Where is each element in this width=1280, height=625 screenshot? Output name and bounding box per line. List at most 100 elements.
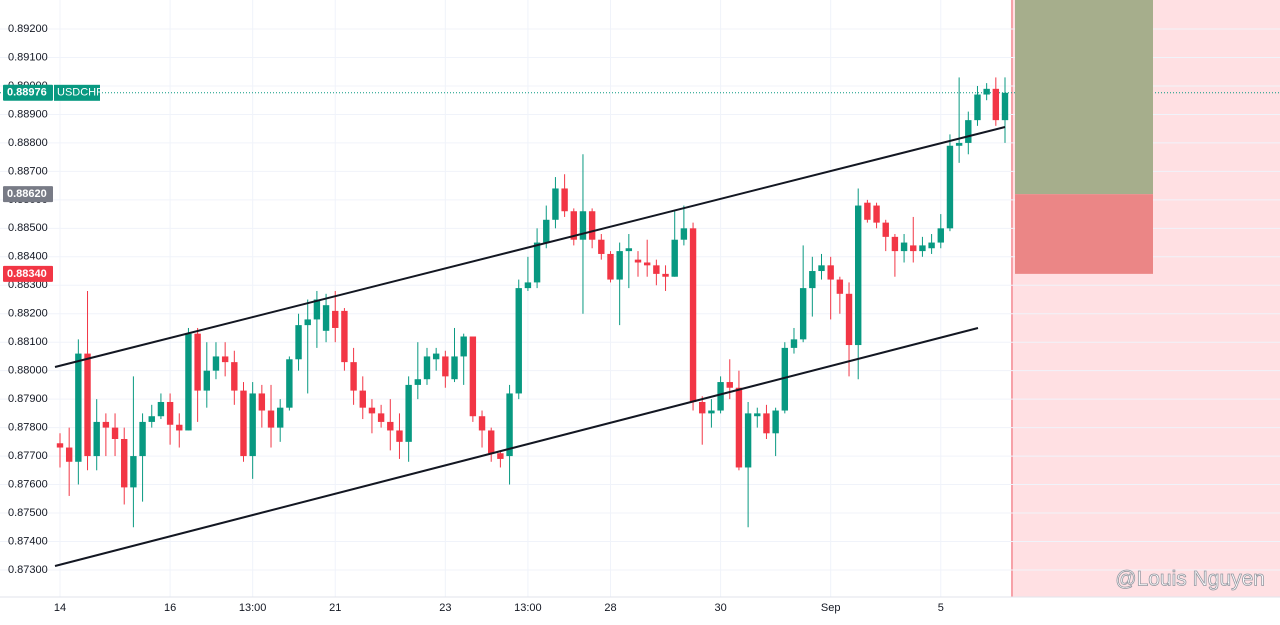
y-tick-label: 0.87500 [8,507,48,519]
candle-body [488,430,495,454]
y-tick-label: 0.89200 [8,23,48,35]
candle-body [790,339,798,348]
candle-body [359,390,366,408]
candle-body [928,242,935,249]
y-tick-label: 0.88900 [8,108,48,120]
price-tag [3,265,53,282]
candle-body [543,219,550,243]
candle-body [836,279,844,294]
candle-body [231,362,238,391]
x-tick-label: 5 [938,602,944,614]
candle-body [1001,92,1009,121]
candle-body [827,265,834,280]
candle-body [176,424,183,431]
candle-body [873,205,880,223]
candle-body [983,88,990,95]
candle-body [240,390,247,457]
candle-body [910,245,917,252]
candle-body [643,262,651,266]
candle-body [148,416,155,422]
candle-body [423,356,431,380]
candle-body [276,407,284,428]
candle-body [102,421,110,428]
candle-body [166,401,174,425]
candle-body [974,94,981,121]
y-tick-label: 0.87300 [8,564,48,576]
candle-body [203,370,210,391]
x-tick-label: 30 [714,602,726,614]
x-tick-label: 13:00 [239,602,267,614]
candle-body [332,310,339,328]
price-tag [3,84,53,101]
x-tick-label: 23 [439,602,451,614]
candle-body [350,362,357,391]
candle-body [561,188,568,212]
candle-body [946,145,954,229]
price-tag-text: 0.88620 [7,188,47,200]
candle-body [313,299,321,320]
x-tick-label: 13:00 [514,602,542,614]
candle-body [662,273,669,277]
candle-body [506,393,513,457]
candle-body [295,325,302,360]
candle-body [781,347,789,411]
candle-body [772,410,779,434]
candle-body [65,447,73,462]
y-tick-label: 0.88500 [8,222,48,234]
watermark: @Louis Nguyen [1115,568,1265,591]
candle-body [616,251,623,280]
candle-body [322,305,330,331]
candle-body [249,393,256,457]
price-tag-text: 0.88340 [7,268,47,280]
candle-body [699,401,706,414]
candle-body [130,456,137,488]
loss-zone [1015,194,1153,274]
candle-body [212,356,220,371]
candle-body [93,421,100,457]
candle-body [460,336,467,357]
candle-body [185,333,192,431]
lower-trendline [54,327,979,567]
y-tick-label: 0.88800 [8,137,48,149]
candle-body [625,248,633,252]
candle-body [598,239,605,254]
candle-body [900,242,908,252]
x-tick-label: Sep [821,602,841,614]
y-tick-label: 0.87600 [8,478,48,490]
candle-body [139,421,146,457]
candle-body [286,359,293,408]
candle-body [432,353,440,360]
candle-body [689,228,697,402]
candle-body [680,228,688,240]
candle-body [882,222,889,237]
candle-body [570,211,577,240]
candle-body [937,228,944,243]
candle-body [818,265,825,272]
candle-body [524,282,532,289]
y-tick-label: 0.88300 [8,279,48,291]
candle-body [552,188,559,220]
candle-body [368,407,376,414]
candle-body [763,413,770,434]
candle-body [405,384,412,442]
candle-body [965,120,972,143]
candle-body [258,393,266,411]
candle-body [726,382,733,388]
candle-body [588,211,596,240]
candle-body [84,353,91,457]
candle-body [451,356,458,380]
candle-body [469,336,477,417]
profit-zone [1015,0,1153,195]
symbol-tag [54,84,100,101]
candle-body [414,379,422,385]
x-tick-label: 14 [54,602,66,614]
candle-body [809,271,816,289]
candle-body [533,242,541,283]
y-tick-label: 0.88100 [8,336,48,348]
candle-body [157,401,165,417]
candle-body [845,293,853,346]
candle-body [121,438,128,488]
candle-body [497,453,504,459]
candle-body [396,430,403,442]
